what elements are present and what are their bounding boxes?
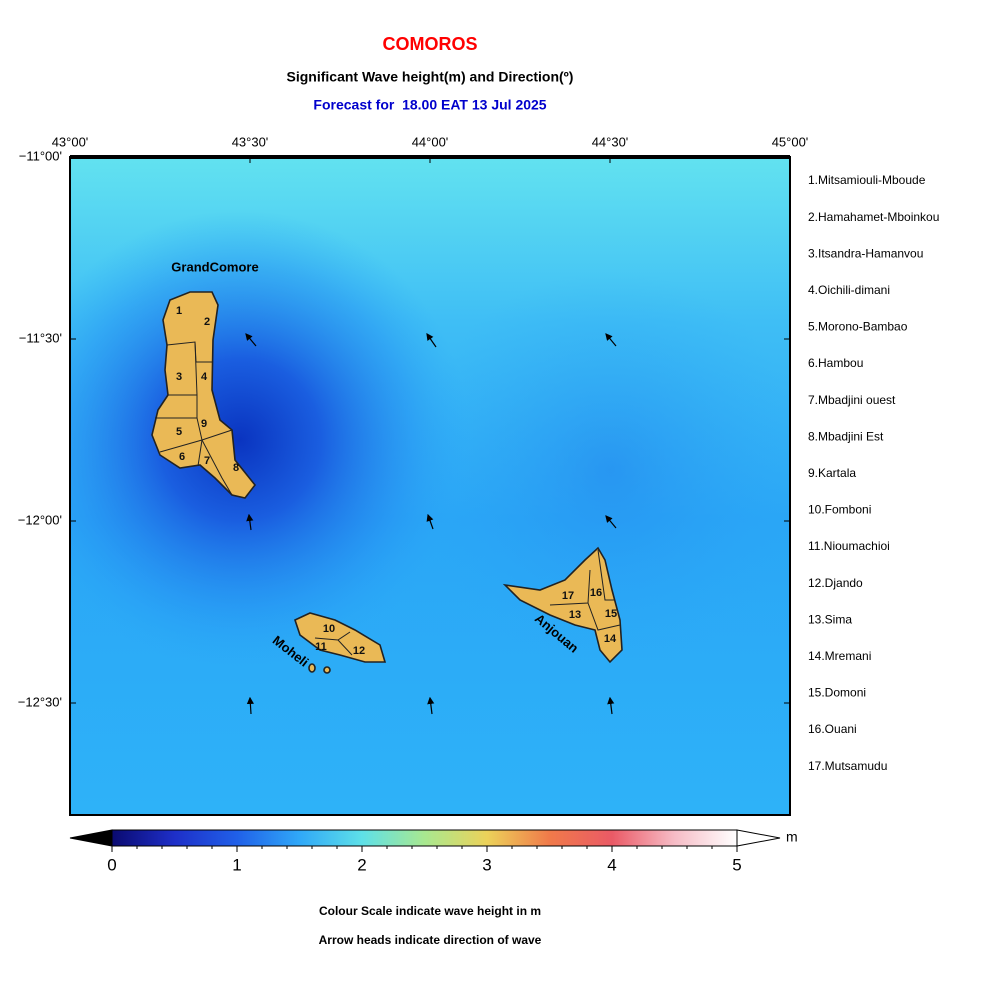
region-number: 3 [176, 371, 182, 383]
arrows [245, 333, 617, 715]
region-number: 9 [201, 418, 207, 430]
legend-entry: 7.Mbadjini ouest [808, 393, 896, 407]
legend-entry: 13.Sima [808, 612, 852, 626]
lon-label: 44°00' [412, 134, 449, 149]
legend-entry: 14.Mremani [808, 649, 871, 663]
boundary [201, 429, 233, 441]
island-label: GrandComore [171, 259, 258, 274]
island-anjouan [502, 546, 623, 664]
island-moheli [294, 612, 387, 663]
colorbar-label: 5 [732, 855, 741, 874]
legend-entry: 11.Nioumachioi [808, 539, 890, 553]
legend-entry: 2.Hamahamet-Mboinkou [808, 210, 939, 224]
colorbar-over [736, 829, 781, 847]
legend-entry: 6.Hambou [808, 356, 863, 370]
lon-label: 45°00' [772, 134, 809, 149]
colorbar-under [69, 829, 113, 847]
forecast: Forecast for 18.00 EAT 13 Jul 2025 [313, 97, 546, 113]
lon-label: 43°00' [52, 134, 89, 149]
region-number: 2 [204, 316, 210, 328]
region-number: 5 [176, 426, 182, 438]
region-number: 12 [353, 645, 365, 657]
legend-entry: 9.Kartala [808, 466, 856, 480]
arrow [246, 696, 254, 715]
colorbar-label: 2 [357, 855, 366, 874]
lat-label: −12°30' [18, 694, 62, 709]
arrow [246, 513, 254, 531]
title: COMOROS [382, 34, 477, 54]
legend-entry: 15.Domoni [808, 686, 866, 700]
region-number: 7 [204, 455, 210, 467]
arrow [245, 333, 257, 347]
colorbar-label: 4 [607, 855, 616, 874]
region-number: 15 [605, 608, 617, 620]
region-number: 13 [569, 609, 581, 621]
arrow [426, 333, 437, 348]
region-number: 14 [604, 633, 617, 645]
legend-entry: 16.Ouani [808, 722, 857, 736]
boundary [587, 602, 621, 631]
region-number: 16 [590, 587, 602, 599]
islet [323, 666, 331, 674]
lat-label: −11°30' [19, 330, 62, 345]
colorbar-label: 3 [482, 855, 491, 874]
lon-label: 44°30' [592, 134, 629, 149]
legend-entry: 10.Fomboni [808, 503, 871, 517]
map [69, 155, 791, 816]
arrow [426, 513, 434, 530]
boundary [337, 631, 351, 641]
legend-entry: 1.Mitsamiouli-Mboude [808, 173, 926, 187]
lat-label: −11°00' [19, 148, 62, 163]
legend-entry: 3.Itsandra-Hamanvou [808, 246, 923, 260]
region-number: 11 [315, 641, 327, 653]
note: Colour Scale indicate wave height in m [319, 904, 541, 918]
legend-entry: 12.Djando [808, 576, 863, 590]
colorbar-label: 1 [232, 855, 241, 874]
legend-entry: 4.Oichili-dimani [808, 283, 890, 297]
region-number: 17 [562, 590, 574, 602]
boundary [201, 439, 233, 496]
region-number: 4 [201, 371, 208, 383]
legend-entry: 17.Mutsamudu [808, 759, 887, 773]
lat-label: −12°00' [18, 512, 62, 527]
arrow [605, 515, 617, 529]
legend-entry: 5.Morono-Bambao [808, 320, 908, 334]
arrow [427, 696, 435, 715]
boundary [197, 439, 203, 467]
region-number: 10 [323, 623, 335, 635]
sea-low [70, 157, 790, 815]
arrow [607, 696, 615, 715]
colorbar-unit: m [786, 829, 798, 845]
lon-label: 43°30' [232, 134, 269, 149]
boundary [597, 549, 615, 601]
region-number: 8 [233, 462, 239, 474]
region-number: 1 [176, 305, 182, 317]
legend-entry: 8.Mbadjini Est [808, 429, 884, 443]
islet [308, 663, 316, 673]
arrow [605, 333, 617, 347]
colorbar [111, 829, 738, 847]
region-number: 6 [179, 451, 185, 463]
note: Arrow heads indicate direction of wave [319, 933, 542, 947]
colorbar-label: 0 [107, 855, 116, 874]
subtitle: Significant Wave height(m) and Direction… [287, 69, 574, 85]
